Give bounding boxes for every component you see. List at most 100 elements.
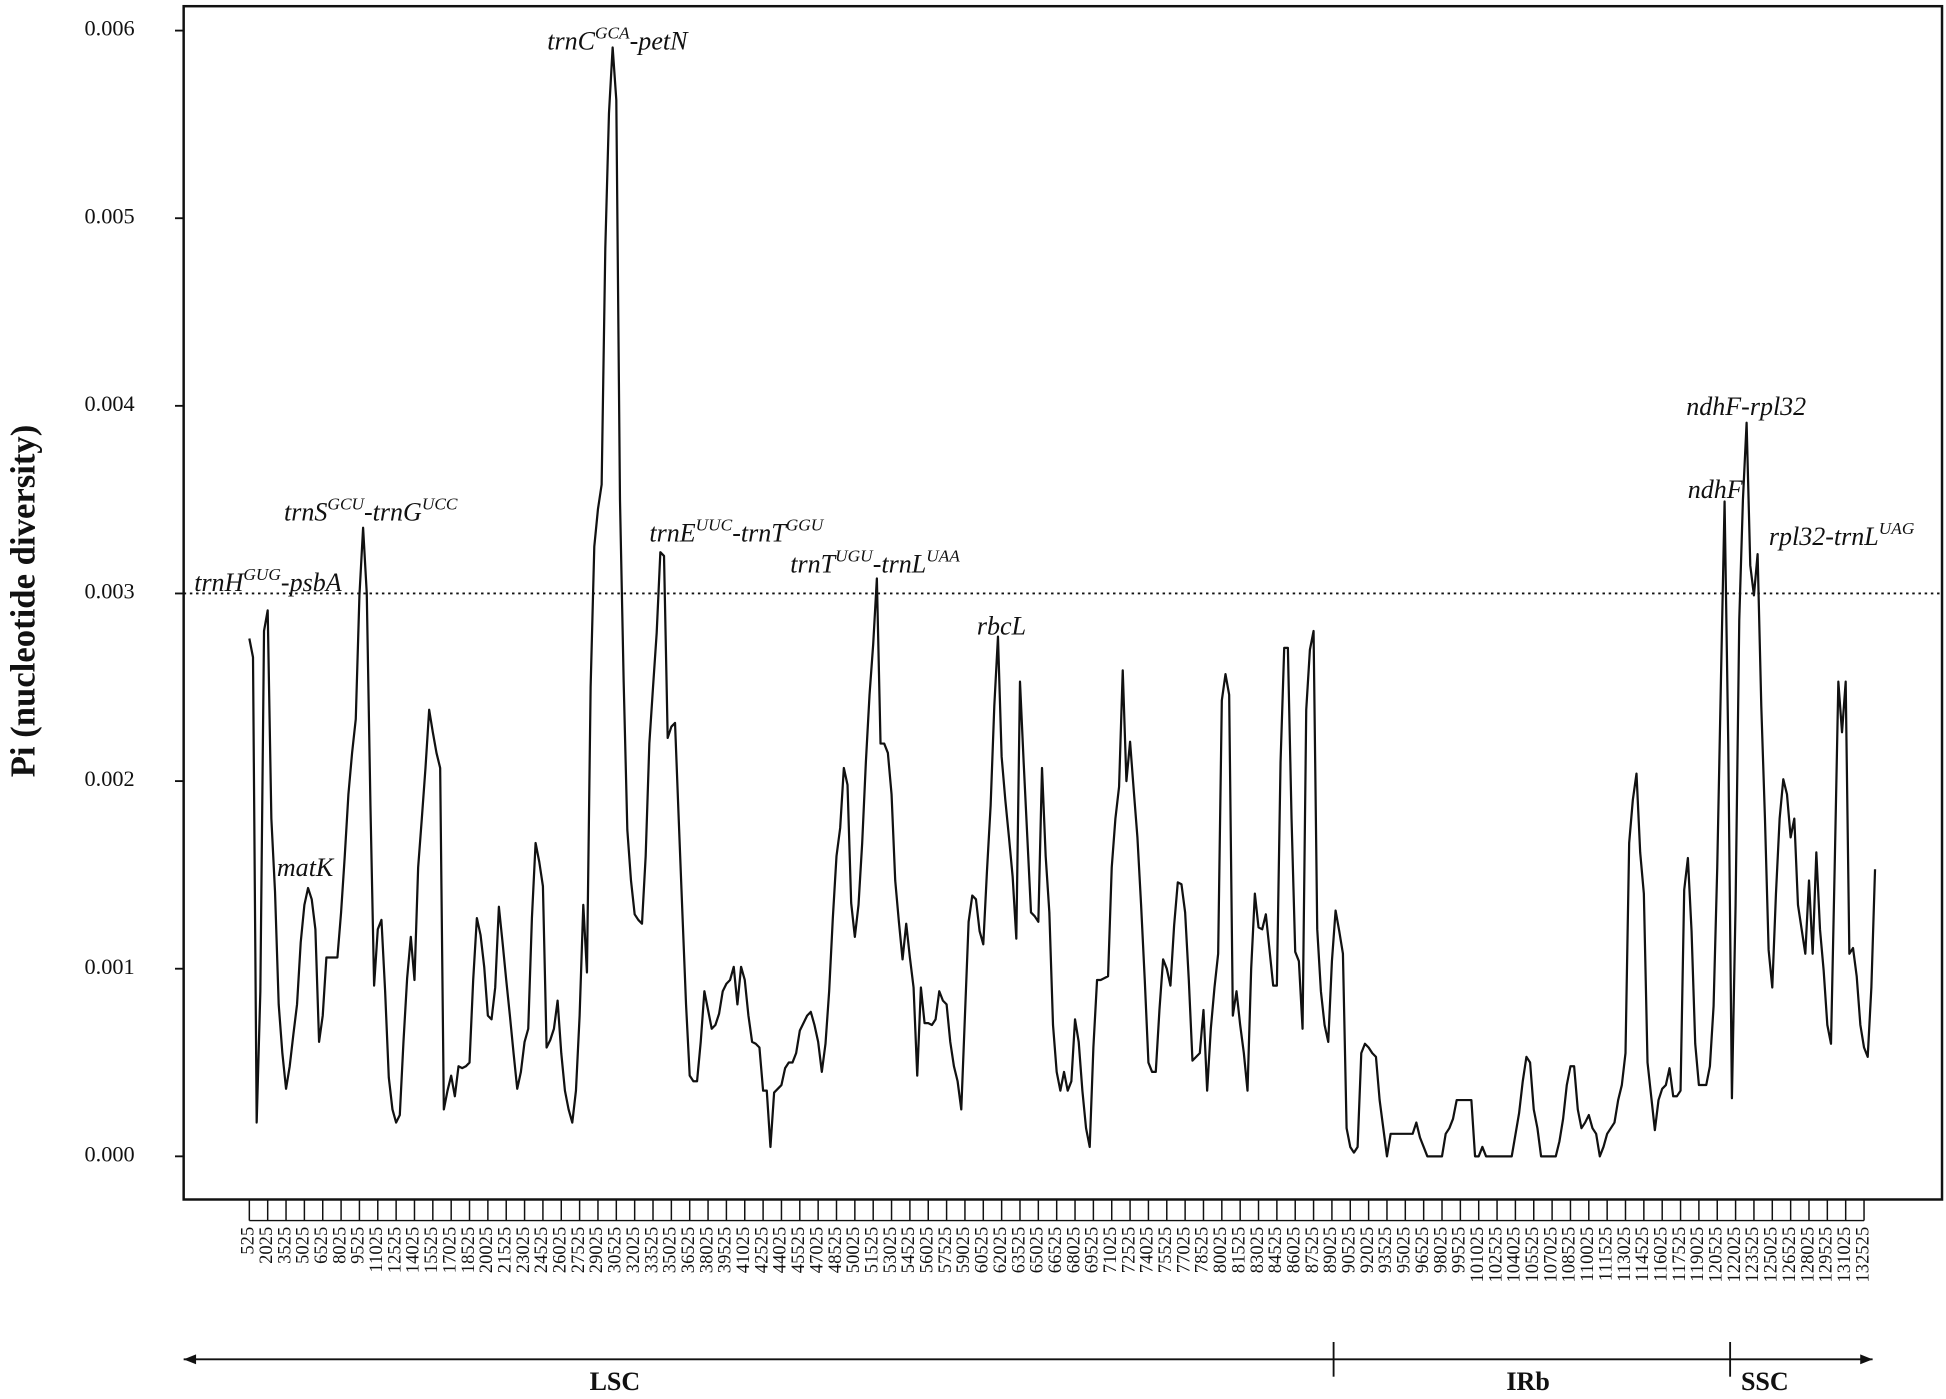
annotation-text: -petN: [630, 27, 689, 56]
x-tick-label: 26025: [550, 1227, 571, 1273]
y-tick-label: 0.005: [85, 203, 135, 228]
x-tick-label: 59025: [953, 1227, 974, 1273]
x-tick-label: 2025: [256, 1227, 277, 1264]
gene-annotation: trnTUGU-trnLUAA: [790, 546, 960, 578]
x-tick-label: 78525: [1192, 1227, 1213, 1273]
x-tick-label: 36525: [678, 1227, 699, 1273]
x-tick-label: 87525: [1302, 1227, 1323, 1273]
x-tick-label: 95025: [1394, 1227, 1415, 1273]
annotation-text: -trnG: [364, 497, 422, 526]
y-tick-label: 0.000: [85, 1141, 135, 1166]
x-tick-label: 3525: [274, 1227, 295, 1264]
arrow-left: [183, 1354, 197, 1365]
gene-annotation: trnSGCU-trnGUCC: [284, 494, 458, 526]
x-tick-label: 102525: [1485, 1227, 1506, 1283]
x-tick-label: 101025: [1467, 1227, 1488, 1283]
superscript: UCC: [422, 494, 458, 513]
x-tick-label: 30525: [605, 1227, 626, 1273]
diversity-line: [248, 46, 1877, 1158]
superscript: UUC: [696, 515, 733, 534]
superscript: UAA: [926, 546, 960, 565]
superscript: UAG: [1879, 519, 1915, 538]
gene-annotation: rbcL: [977, 611, 1026, 640]
x-tick-label: 54525: [898, 1227, 919, 1273]
gene-annotation: trnCGCA-petN: [547, 23, 689, 55]
x-tick-label: 18525: [458, 1227, 479, 1273]
gene-annotation: trnHGUG-psbA: [194, 565, 342, 597]
annotation-text: -trnL: [873, 549, 926, 578]
x-tick-label: 29025: [586, 1227, 607, 1273]
y-axis-label: Pi (nucleotide diversity): [3, 425, 42, 778]
x-tick-label: 15525: [421, 1227, 442, 1273]
x-tick-label: 108525: [1559, 1227, 1580, 1283]
x-tick-label: 77025: [1173, 1227, 1194, 1273]
x-tick-label: 98025: [1430, 1227, 1451, 1273]
gene-annotation: ndhF: [1688, 475, 1744, 504]
x-tick-label: 99525: [1449, 1227, 1470, 1273]
x-tick-label: 114525: [1632, 1227, 1653, 1282]
annotation-text: rpl32-trnL: [1769, 522, 1879, 551]
annotation-text: -trnT: [732, 519, 787, 548]
x-tick-label: 53025: [880, 1227, 901, 1273]
x-tick-label: 5025: [293, 1227, 314, 1264]
x-tick-label: 33525: [641, 1227, 662, 1273]
x-tick-label: 60525: [972, 1227, 993, 1273]
x-tick-label: 69525: [1082, 1227, 1103, 1273]
y-tick-label: 0.006: [85, 16, 135, 41]
x-tick-label: 120525: [1706, 1227, 1727, 1283]
x-tick-label: 119025: [1687, 1227, 1708, 1282]
plot-frame: [182, 4, 1944, 1201]
x-tick-label: 89025: [1320, 1227, 1341, 1273]
region-label: LSC: [590, 1367, 641, 1396]
x-tick-label: 93525: [1375, 1227, 1396, 1273]
x-tick-label: 50025: [843, 1227, 864, 1273]
x-tick-label: 110025: [1577, 1227, 1598, 1282]
annotation-text: trnT: [790, 549, 836, 578]
superscript: UGU: [835, 546, 874, 565]
x-tick-label: 128025: [1797, 1227, 1818, 1283]
x-tick-label: 14025: [403, 1227, 424, 1273]
x-tick-label: 84525: [1265, 1227, 1286, 1273]
region-label: SSC: [1741, 1367, 1789, 1396]
x-tick-label: 80025: [1210, 1227, 1231, 1273]
x-tick-label: 38025: [696, 1227, 717, 1273]
x-tick-label: 41025: [733, 1227, 754, 1273]
x-tick-label: 68025: [1063, 1227, 1084, 1273]
x-tick-label: 104025: [1504, 1227, 1525, 1283]
gene-annotation: matK: [277, 853, 335, 882]
x-tick-label: 11025: [366, 1227, 387, 1273]
x-tick-label: 131025: [1834, 1227, 1855, 1283]
x-tick-label: 51525: [861, 1227, 882, 1273]
x-tick-label: 122025: [1724, 1227, 1745, 1283]
region-label: IRb: [1506, 1367, 1549, 1396]
x-tick-label: 32025: [623, 1227, 644, 1273]
x-tick-label: 20025: [476, 1227, 497, 1273]
x-tick-label: 116025: [1650, 1227, 1671, 1282]
x-tick-label: 113025: [1614, 1227, 1635, 1282]
x-tick-label: 107025: [1540, 1227, 1561, 1283]
superscript: GCA: [595, 23, 630, 42]
superscript: GGU: [786, 515, 825, 534]
x-tick-label: 71025: [1100, 1227, 1121, 1273]
annotation-text: trnH: [194, 568, 244, 597]
x-tick-label: 42525: [751, 1227, 772, 1273]
x-tick-label: 65025: [1027, 1227, 1048, 1273]
x-tick-label: 126525: [1779, 1227, 1800, 1283]
annotation-text: trnC: [547, 27, 595, 56]
x-tick-label: 81525: [1228, 1227, 1249, 1273]
x-tick-label: 123525: [1742, 1227, 1763, 1283]
x-tick-label: 66525: [1045, 1227, 1066, 1273]
x-tick-label: 39525: [715, 1227, 736, 1273]
x-tick-label: 92025: [1357, 1227, 1378, 1273]
x-tick-label: 117525: [1669, 1227, 1690, 1282]
x-tick-label: 44025: [770, 1227, 791, 1273]
y-tick-label: 0.001: [85, 954, 135, 979]
x-tick-label: 62025: [990, 1227, 1011, 1273]
x-tick-label: 83025: [1247, 1227, 1268, 1273]
x-tick-label: 8025: [329, 1227, 350, 1264]
x-tick-label: 23025: [513, 1227, 534, 1273]
y-tick-label: 0.004: [85, 391, 135, 416]
x-tick-label: 105525: [1522, 1227, 1543, 1283]
x-tick-label: 72525: [1118, 1227, 1139, 1273]
